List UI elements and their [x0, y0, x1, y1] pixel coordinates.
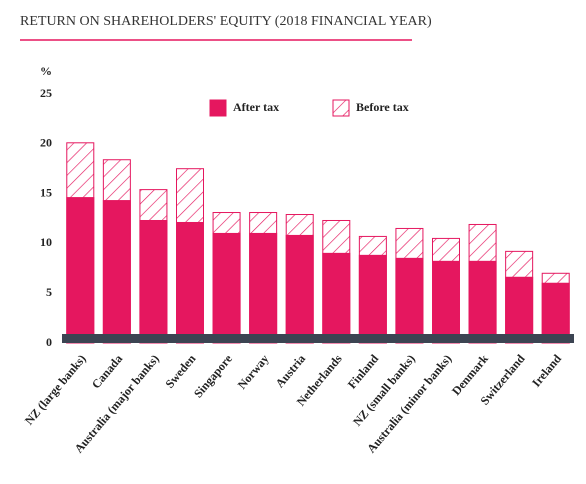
x-tick-label: Singapore	[191, 351, 235, 400]
y-tick-label: 5	[46, 285, 52, 299]
x-tick-label: Sweden	[162, 351, 198, 390]
bar	[102, 200, 131, 344]
y-tick-label: 20	[40, 136, 52, 150]
x-tick-label: Finland	[345, 351, 382, 391]
bar	[468, 260, 497, 344]
x-tick-label: Ireland	[529, 351, 564, 389]
chart-title: RETURN ON SHAREHOLDERS' EQUITY (2018 FIN…	[20, 14, 432, 29]
y-tick-label: 0	[46, 335, 52, 349]
legend-swatch	[332, 99, 350, 117]
bar	[505, 276, 534, 344]
bar	[285, 234, 314, 344]
bar	[358, 254, 387, 344]
y-axis-label: %	[40, 64, 52, 78]
legend-label: After tax	[233, 100, 279, 114]
y-tick-label: 25	[40, 86, 52, 100]
bar	[212, 232, 241, 344]
legend-swatch	[209, 99, 227, 117]
baseline-band	[62, 334, 574, 343]
y-tick-label: 10	[40, 235, 52, 249]
y-tick-label: 15	[40, 185, 52, 199]
bar	[66, 197, 95, 344]
x-tick-label: Austria	[273, 352, 309, 391]
bar	[541, 282, 570, 344]
x-tick-label: Canada	[89, 352, 125, 392]
bar	[176, 221, 204, 344]
bar	[395, 257, 424, 344]
legend-label: Before tax	[356, 100, 409, 114]
bar	[139, 219, 168, 344]
bar	[322, 252, 351, 344]
x-tick-label: NZ (large banks)	[22, 352, 89, 428]
bar	[432, 260, 460, 344]
x-tick-label: Norway	[235, 352, 272, 392]
bar	[249, 232, 278, 344]
